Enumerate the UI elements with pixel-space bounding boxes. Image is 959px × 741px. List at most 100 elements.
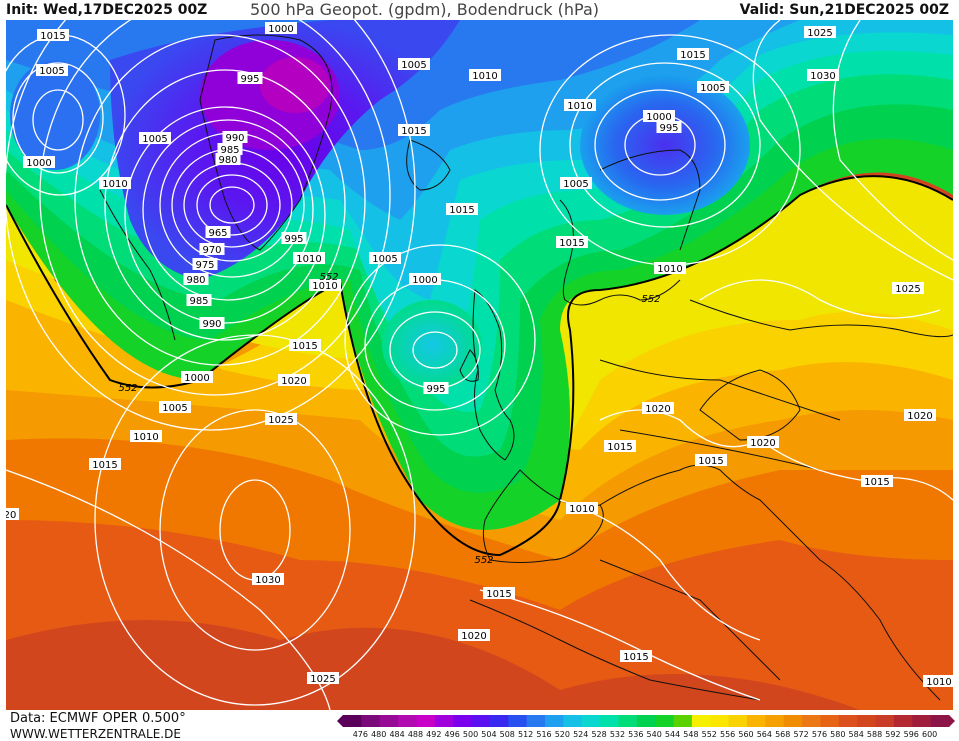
color-scale (337, 715, 955, 727)
pressure-label: 1000 (26, 158, 51, 169)
pressure-label: 1000 (184, 373, 209, 384)
scale-value: 588 (866, 730, 883, 739)
scale-value: 516 (536, 730, 552, 739)
scale-swatch (508, 715, 528, 727)
pressure-label-bg (656, 121, 682, 133)
pressure-label: 1015 (292, 341, 317, 352)
pressure-label: 1025 (895, 284, 920, 295)
pressure-label: 1020 (281, 376, 306, 387)
scale-swatch (526, 715, 546, 727)
scale-swatch (857, 715, 877, 727)
pressure-label: 995 (240, 74, 259, 85)
scale-value: 552 (701, 730, 717, 739)
pressure-label-bg (130, 430, 162, 442)
scale-swatch (728, 715, 748, 727)
pressure-label: 1025 (268, 415, 293, 426)
pressure-label: 975 (195, 260, 214, 271)
contour-552-labels: 552 552 552 552 (118, 272, 660, 566)
scale-arrow-right (949, 715, 955, 727)
scale-value: 508 (499, 730, 515, 739)
pressure-label: 985 (189, 296, 208, 307)
scale-swatch (489, 715, 509, 727)
pressure-label-bg (252, 573, 284, 585)
scale-swatch (691, 715, 711, 727)
pressure-label-bg (199, 317, 225, 329)
pressure-label-bg (309, 279, 341, 291)
scale-value: 520 (554, 730, 570, 739)
scale-value: 564 (756, 730, 772, 739)
scale-value: 536 (628, 730, 644, 739)
pressure-label-bg (307, 672, 339, 684)
pressure-label: 995 (659, 123, 678, 134)
pressure-label: 1020 (645, 404, 670, 415)
scale-value: 500 (462, 730, 479, 739)
scale-value: 600 (921, 730, 938, 739)
scale-swatch (361, 715, 381, 727)
pressure-label-bg (293, 252, 325, 264)
scale-value: 492 (426, 730, 442, 739)
pressure-label: 1015 (40, 31, 65, 42)
scale-value: 544 (664, 730, 681, 739)
pressure-label: 1015 (92, 460, 117, 471)
pressure-label-bg (807, 69, 839, 81)
pressure-label-bg (289, 339, 321, 351)
pressure-label: 985 (220, 145, 239, 156)
pressure-label: 1005 (563, 179, 588, 190)
contour-552-label: 552 (118, 383, 137, 394)
pressure-label-bg (398, 58, 430, 70)
pressure-label: 1010 (657, 264, 682, 275)
contour-552 (6, 175, 953, 557)
scale-swatch (655, 715, 675, 727)
scale-value: 504 (481, 730, 497, 739)
pressure-label: 1015 (401, 126, 426, 137)
scale-swatch (471, 715, 491, 727)
pressure-label-bg (677, 48, 709, 60)
pressure-label: 1020 (750, 438, 775, 449)
pressure-label-bg (861, 475, 893, 487)
pressure-label: 1015 (864, 477, 889, 488)
pressure-label-bg (620, 650, 652, 662)
pressure-label-bg (398, 124, 430, 136)
pressure-label-bg (654, 262, 686, 274)
pressure-label: 1025 (310, 674, 335, 685)
pressure-label-bg (642, 402, 674, 414)
pressure-labels: 1015100510001005101010009959909859809659… (6, 22, 953, 688)
pressure-label-bg (215, 153, 241, 165)
pressure-label-bg (6, 508, 19, 520)
scale-swatch (838, 715, 858, 727)
scale-swatch (618, 715, 638, 727)
coastlines (99, 34, 953, 701)
scale-value: 556 (719, 730, 736, 739)
pressure-label: 970 (202, 245, 221, 256)
data-source: Data: ECMWF OPER 0.500° (10, 711, 186, 726)
map-title: 500 hPa Geopot. (gpdm), Bodendruck (hPa) (250, 0, 600, 19)
pressure-label: 1010 (472, 71, 497, 82)
band-512 (110, 20, 460, 280)
scale-swatch (453, 715, 473, 727)
pressure-label-bg (804, 26, 836, 38)
scale-swatch (398, 715, 417, 727)
scale-swatch (802, 715, 821, 727)
pressure-label-bg (458, 629, 490, 641)
scale-value: 584 (848, 730, 864, 739)
scale-value: 496 (444, 730, 460, 739)
trough-core-deep (260, 57, 330, 113)
pressure-label: 990 (202, 319, 221, 330)
scale-swatch (673, 715, 693, 727)
pressure-label: 995 (284, 234, 303, 245)
init-time: Init: Wed,17DEC2025 00Z (6, 2, 208, 18)
scale-value: 488 (407, 730, 424, 739)
pressure-label: 1000 (268, 24, 293, 35)
pressure-label-bg (923, 675, 953, 687)
scale-swatch (930, 715, 950, 727)
scale-value: 568 (775, 730, 791, 739)
pressure-label: 1010 (926, 677, 951, 688)
pressure-label-bg (89, 458, 121, 470)
pressure-label-bg (560, 177, 592, 189)
scale-swatch (765, 715, 785, 727)
pressure-label: 990 (225, 133, 244, 144)
pressure-label-bg (199, 243, 225, 255)
pressure-label-bg (281, 232, 307, 244)
scale-swatch (416, 715, 436, 727)
pressure-label-bg (556, 236, 588, 248)
